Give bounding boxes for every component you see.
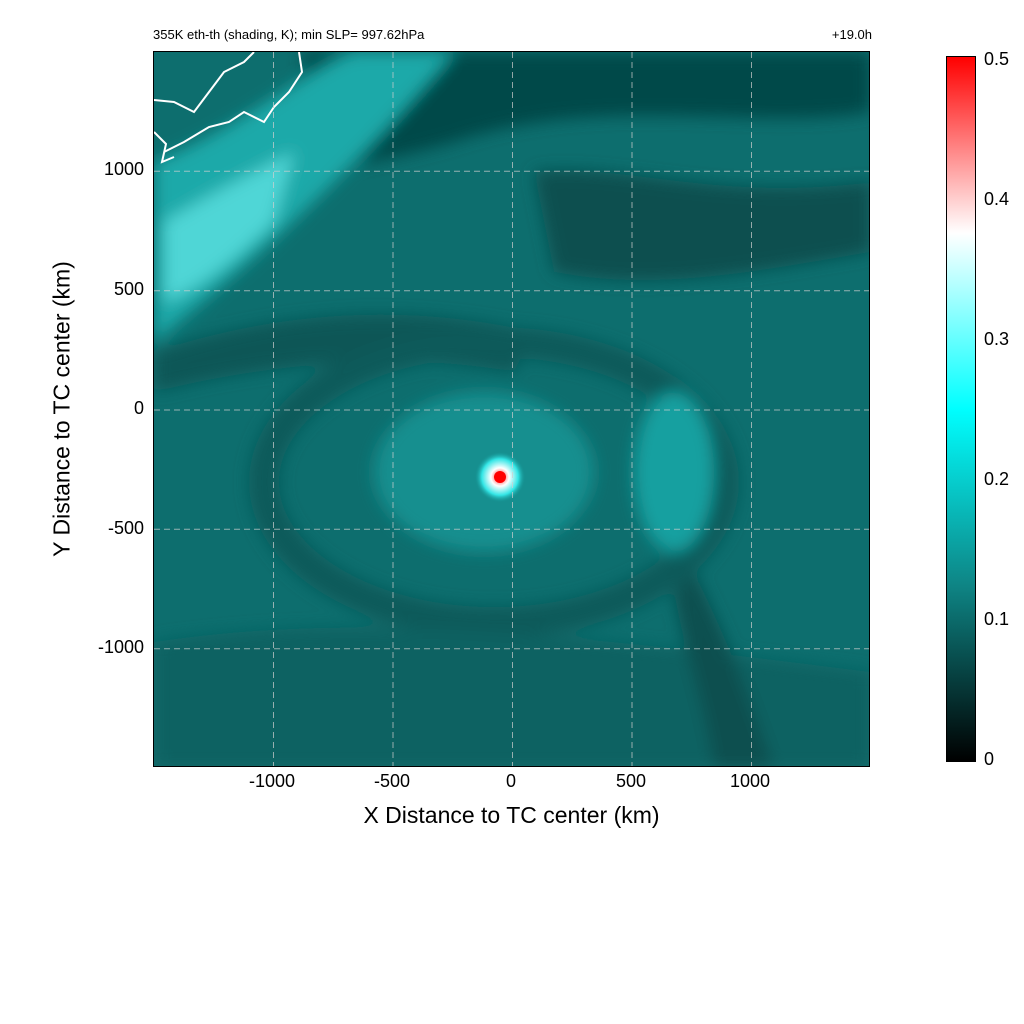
- y-tick-label: 0: [133, 398, 144, 418]
- y-tick-label: 500: [113, 279, 144, 299]
- chart-title: 355K eth-th (shading, K); min SLP= 997.6…: [153, 27, 425, 42]
- y-axis-label: Y Distance to TC center (km): [48, 261, 75, 557]
- y-tick-label: 1000: [103, 159, 144, 179]
- x-axis-label: X Distance to TC center (km): [363, 802, 660, 828]
- x-tick-label: -500: [373, 771, 411, 791]
- y-tick-label: -500: [107, 518, 144, 538]
- colorbar-tick-label: 0.4: [984, 189, 1010, 209]
- colorbar-tick-label: 0.1: [984, 609, 1010, 629]
- y-tick-label: -1000: [97, 637, 144, 657]
- x-tick-label: 0: [505, 771, 516, 791]
- x-tick-label: -1000: [248, 771, 296, 791]
- x-tick-label: 500: [615, 771, 647, 791]
- field-structures: [154, 52, 869, 766]
- colorbar-tick-label: 0: [984, 749, 995, 769]
- tc-core-red: [494, 471, 506, 483]
- heatmap-svg: [154, 52, 869, 766]
- coastline: [154, 52, 304, 164]
- colorbar-tick-label: 0.5: [984, 49, 1010, 69]
- colorbar: [946, 56, 976, 762]
- colorbar-tick-label: 0.2: [984, 469, 1010, 489]
- forecast-time: +19.0h: [831, 27, 872, 42]
- x-tick-label: 1000: [729, 771, 771, 791]
- colorbar-tick-label: 0.3: [984, 329, 1010, 349]
- plot-area: [153, 51, 870, 767]
